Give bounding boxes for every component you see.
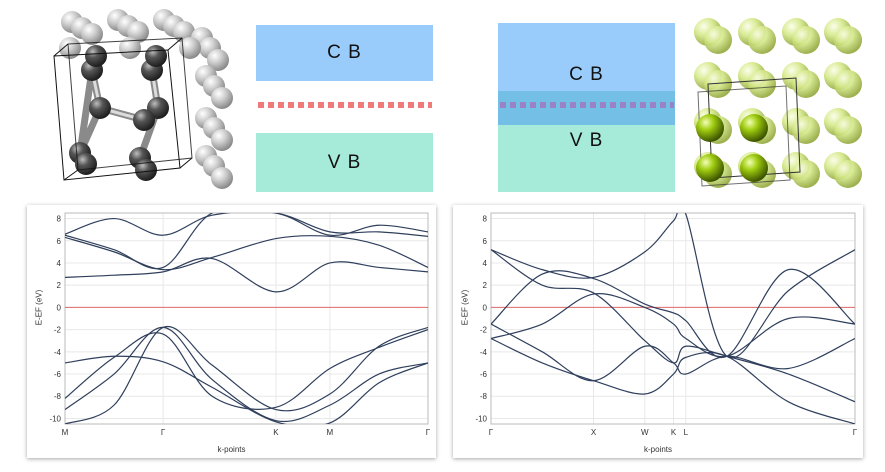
x-tick-label: Γ xyxy=(853,428,858,437)
valence-band-left: V B xyxy=(256,133,433,192)
light-atom xyxy=(704,26,732,54)
x-tick-label: Γ xyxy=(426,428,431,437)
y-tick-label: -2 xyxy=(480,326,488,335)
x-tick-label: Γ xyxy=(161,428,166,437)
y-tick-label: 4 xyxy=(57,259,62,268)
x-tick-label: W xyxy=(641,428,649,437)
light-atom xyxy=(748,70,776,98)
y-tick-label: -10 xyxy=(49,414,61,423)
conduction-band-right xyxy=(498,23,675,91)
dark-atom xyxy=(135,159,157,181)
y-tick-label: 4 xyxy=(483,259,488,268)
dark-atom xyxy=(696,114,724,142)
valence-band-right xyxy=(498,125,675,192)
dark-atom xyxy=(75,153,97,175)
x-tick-label: K xyxy=(273,428,279,437)
band-structure-panel-left: 8 6 4 2 0 -2 -4 -6 -8 -10 M Γ K M Γ E-EF (eV) k-points xyxy=(27,205,436,458)
x-axis-label-right: k-points xyxy=(643,445,672,454)
y-tick-label: -4 xyxy=(54,348,62,357)
crystal-structure-right xyxy=(694,18,862,188)
x-tick-label: K xyxy=(671,428,677,437)
y-tick-label: 6 xyxy=(57,237,62,246)
band-line-5 xyxy=(65,257,428,293)
light-atom xyxy=(211,87,233,109)
band-line-3 xyxy=(491,269,855,359)
dark-atom xyxy=(89,97,111,119)
cb-label-right: C B xyxy=(569,64,604,85)
band-line-1 xyxy=(65,325,428,424)
light-atom xyxy=(119,37,141,59)
light-atom xyxy=(211,167,233,189)
dark-atom xyxy=(85,45,107,67)
light-atom xyxy=(748,26,776,54)
dark-atom xyxy=(145,45,167,67)
light-atom xyxy=(834,70,862,98)
conduction-band-left: C B xyxy=(256,25,433,81)
x-tick-label: X xyxy=(591,428,597,437)
light-atom xyxy=(792,70,820,98)
y-tick-label: 0 xyxy=(57,303,62,312)
band-line-6 xyxy=(491,337,855,424)
dark-atom xyxy=(696,154,724,182)
plot-frame xyxy=(490,212,856,425)
y-tick-label: -6 xyxy=(480,370,488,379)
light-atom xyxy=(81,23,103,45)
y-tick-label: -4 xyxy=(480,348,488,357)
y-tick-label: 6 xyxy=(483,237,488,246)
band-line-2 xyxy=(65,326,428,423)
light-atom xyxy=(792,26,820,54)
x-tick-label: M xyxy=(327,428,334,437)
y-tick-label: 8 xyxy=(483,215,488,224)
vb-label-right: V B xyxy=(569,130,604,151)
band-line-4 xyxy=(65,355,428,424)
y-axis-label-left: E-EF (eV) xyxy=(34,289,44,326)
y-tick-label: -8 xyxy=(54,392,62,401)
cb-label-left: C B xyxy=(327,42,362,63)
dark-atom xyxy=(740,154,768,182)
crystal-structure-left xyxy=(53,9,233,189)
dark-atom xyxy=(133,109,155,131)
band-line-8 xyxy=(65,213,428,270)
light-atom xyxy=(834,160,862,188)
light-atom xyxy=(834,116,862,144)
band-line-5 xyxy=(491,323,855,382)
y-tick-label: 8 xyxy=(57,215,62,224)
x-tick-label: M xyxy=(62,428,69,437)
y-tick-label: -8 xyxy=(480,392,488,401)
vb-label-left: V B xyxy=(327,151,362,173)
y-tick-label: 2 xyxy=(483,281,488,290)
y-tick-label: -10 xyxy=(475,414,487,423)
x-tick-label: L xyxy=(684,428,689,437)
band-line-7 xyxy=(65,213,428,236)
band-line-6 xyxy=(65,235,428,271)
light-atom xyxy=(792,116,820,144)
y-tick-label: 0 xyxy=(483,303,488,312)
fermi-level-dots-right xyxy=(500,102,674,108)
light-atom xyxy=(59,37,81,59)
light-atom xyxy=(207,49,229,71)
y-axis-label-right: E-EF (eV) xyxy=(460,289,470,326)
band-line-2 xyxy=(491,213,855,359)
light-atom xyxy=(792,160,820,188)
light-atom xyxy=(179,37,201,59)
band-line-3 xyxy=(65,329,428,410)
y-tick-label: -2 xyxy=(54,326,62,335)
y-tick-label: 2 xyxy=(57,281,62,290)
band-structure-panel-right: 8 6 4 2 0 -2 -4 -6 -8 -10 Γ X W K L Γ E-EF (eV) k-point… xyxy=(453,205,863,458)
fermi-level-dots-left xyxy=(258,102,432,108)
band-line-4 xyxy=(491,293,855,358)
light-atom xyxy=(211,129,233,151)
light-atom xyxy=(834,26,862,54)
x-axis-label-left: k-points xyxy=(217,445,246,454)
dark-atom xyxy=(740,114,768,142)
y-tick-label: -6 xyxy=(54,370,62,379)
plot-frame xyxy=(64,212,429,425)
x-tick-label: Γ xyxy=(489,428,494,437)
